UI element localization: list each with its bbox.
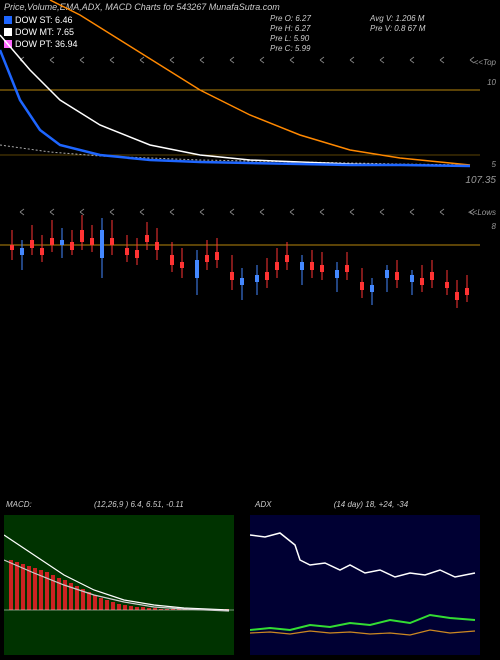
macd-chart <box>4 515 234 655</box>
adx-title: ADX <box>255 500 271 509</box>
adx-chart <box>250 515 480 655</box>
adx-label: ADX (14 day) 18, +24, -34 <box>255 500 408 509</box>
macd-title: MACD: <box>6 500 32 509</box>
adx-params: (14 day) 18, +24, -34 <box>334 500 409 509</box>
price-chart <box>0 0 500 190</box>
axis-tick-5: 5 <box>492 160 496 169</box>
end-value-label: 107.35 <box>465 175 496 186</box>
macd-params: (12,26,9 ) 6.4, 6.51, -0.11 <box>94 500 184 509</box>
macd-label: MACD: (12,26,9 ) 6.4, 6.51, -0.11 <box>6 500 184 509</box>
candle-tick-8: 8 <box>492 222 496 231</box>
candle-axis-label: <<Lows <box>468 208 496 217</box>
axis-tick-10: 10 <box>487 78 496 87</box>
candle-chart <box>0 200 500 400</box>
axis-top-label: <<Top <box>474 58 496 67</box>
